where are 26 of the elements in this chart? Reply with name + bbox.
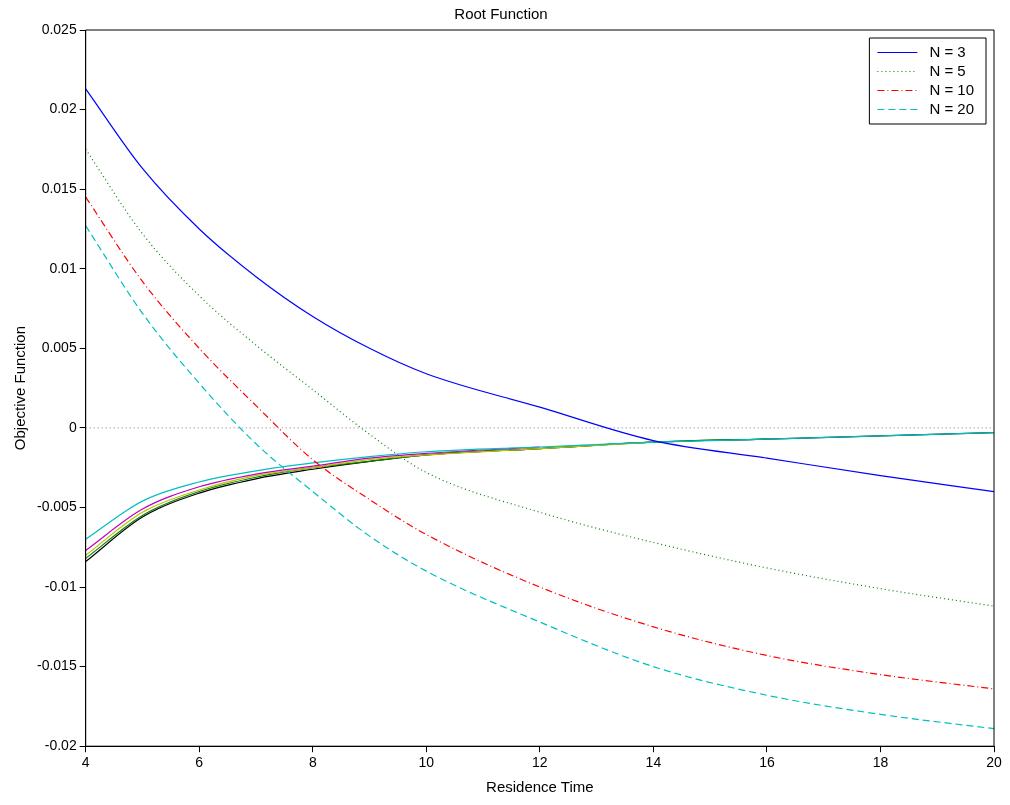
y-tick-label: 0.005	[41, 339, 77, 356]
y-tick-label: 0.02	[49, 100, 77, 117]
x-tick-label: 16	[759, 754, 775, 771]
y-tick-label: 0.015	[41, 180, 77, 197]
y-tick-label: -0.005	[36, 498, 77, 515]
x-tick-label: 6	[195, 754, 204, 771]
legend-label: N = 3	[929, 42, 966, 60]
y-tick-label: -0.015	[36, 657, 77, 674]
y-tick-label: -0.02	[44, 737, 77, 754]
y-tick-label: 0	[68, 418, 77, 435]
x-axis-title: Residence Time	[486, 778, 594, 796]
x-tick-label: 20	[986, 754, 1002, 771]
x-tick-label: 12	[532, 754, 548, 771]
y-tick-label: 0.01	[49, 259, 77, 276]
x-tick-label: 18	[872, 754, 889, 771]
chart-title: Root Function	[454, 5, 548, 23]
x-tick-label: 8	[308, 754, 317, 771]
x-tick-label: 10	[418, 754, 435, 771]
legend-label: N = 10	[929, 80, 975, 98]
legend-label: N = 5	[929, 61, 966, 79]
x-tick-label: 14	[645, 754, 662, 771]
legend-label: N = 20	[929, 99, 975, 117]
y-tick-label: -0.01	[44, 577, 77, 594]
y-axis-title: Objective Function	[11, 325, 29, 451]
y-tick-label: 0.025	[41, 20, 77, 37]
x-tick-label: 4	[81, 754, 90, 771]
